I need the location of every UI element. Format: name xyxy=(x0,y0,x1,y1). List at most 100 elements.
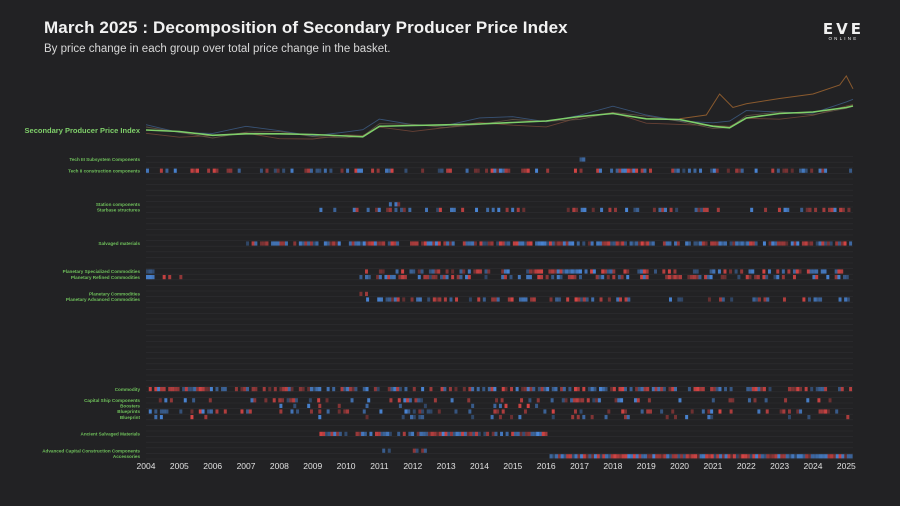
heatmap-cell xyxy=(824,454,828,459)
heatmap-cell xyxy=(394,202,398,207)
heatmap-cell xyxy=(501,241,505,246)
heatmap-cell xyxy=(511,431,515,436)
heatmap-cell xyxy=(590,269,594,274)
heatmap-cell xyxy=(833,207,837,212)
heatmap-cell xyxy=(720,275,724,280)
heatmap-cell xyxy=(834,275,838,280)
heatmap-cell xyxy=(649,168,652,173)
heatmap-cell xyxy=(412,448,416,453)
heatmap-cell xyxy=(782,241,786,246)
heatmap-cell xyxy=(190,387,194,392)
heatmap-cell xyxy=(657,387,661,392)
heatmap-cell xyxy=(198,387,202,392)
heatmap-cell xyxy=(581,398,585,403)
heatmap-cell xyxy=(774,241,778,246)
heatmap-cell xyxy=(582,454,586,459)
heatmap-cell xyxy=(624,454,628,459)
heatmap-cell xyxy=(731,398,735,403)
heatmap-cell xyxy=(286,398,290,403)
heatmap-cell xyxy=(536,431,540,436)
heatmap-cell xyxy=(667,269,671,274)
heatmap-cell xyxy=(668,387,672,392)
heatmap-cell xyxy=(435,297,439,302)
heatmap-cell xyxy=(588,454,592,459)
heatmap-cell xyxy=(694,454,698,459)
heatmap-cell xyxy=(386,431,390,436)
heatmap-cell xyxy=(762,387,766,392)
heatmap-cell xyxy=(251,387,255,392)
heatmap-cell xyxy=(819,297,823,302)
heatmap-cell xyxy=(608,207,612,212)
heatmap-cell xyxy=(763,297,767,302)
heatmap-cell xyxy=(471,415,475,420)
heatmap-cell xyxy=(849,241,853,246)
heatmap-cell xyxy=(397,202,401,207)
heatmap-cell xyxy=(764,207,768,212)
x-tick-label: 2005 xyxy=(170,461,189,471)
index-series-label: Secondary Producer Price Index xyxy=(25,126,141,135)
heatmap-cell xyxy=(554,241,558,246)
heatmap-cell xyxy=(409,269,413,274)
heatmap-cell xyxy=(735,241,739,246)
heatmap-cell xyxy=(695,269,699,274)
heatmap-cell xyxy=(493,403,497,408)
heatmap-cell xyxy=(718,241,722,246)
heatmap-cell xyxy=(787,409,791,414)
heatmap-cell xyxy=(582,241,586,246)
heatmap-cell xyxy=(764,398,768,403)
heatmap-cell xyxy=(529,387,533,392)
heatmap-cell xyxy=(765,409,769,414)
heatmap-cell xyxy=(491,431,495,436)
heatmap-cell xyxy=(707,297,711,302)
heatmap-cell xyxy=(486,431,490,436)
heatmap-cell xyxy=(364,269,368,274)
heatmap-cell xyxy=(805,454,809,459)
heatmap-cell xyxy=(504,241,508,246)
heatmap-cell xyxy=(579,157,583,162)
heatmap-cell xyxy=(716,454,720,459)
heatmap-cell xyxy=(704,275,708,280)
heatmap-cell xyxy=(816,297,820,302)
heatmap-cell xyxy=(617,275,621,280)
heatmap-cell xyxy=(322,431,326,436)
heatmap-cell xyxy=(706,275,710,280)
heatmap-cell xyxy=(433,431,437,436)
x-tick-label: 2022 xyxy=(737,461,756,471)
heatmap-cell xyxy=(526,269,530,274)
heatmap-cell xyxy=(309,168,313,173)
heatmap-cell xyxy=(429,241,433,246)
heatmap-cell xyxy=(599,454,603,459)
heatmap-cell xyxy=(805,207,809,212)
heatmap-cell xyxy=(580,297,584,302)
heatmap-cell xyxy=(324,431,328,436)
heatmap-cell xyxy=(748,275,752,280)
heatmap-cell xyxy=(834,269,838,274)
heatmap-cell xyxy=(567,275,571,280)
heatmap-cell xyxy=(757,387,761,392)
heatmap-cell xyxy=(760,454,764,459)
heatmap-cell xyxy=(754,275,758,280)
heatmap-cell xyxy=(417,269,421,274)
heatmap-cell xyxy=(570,398,574,403)
heatmap-cell xyxy=(526,387,530,392)
heatmap-cell xyxy=(627,297,631,302)
heatmap-cell xyxy=(637,269,641,274)
heatmap-cell xyxy=(448,168,452,173)
heatmap-cell xyxy=(807,454,811,459)
heatmap-cell xyxy=(387,448,391,453)
heatmap-cell xyxy=(332,241,336,246)
heatmap-cell xyxy=(462,269,466,274)
heatmap-cell xyxy=(712,387,716,392)
heatmap-cell xyxy=(382,241,386,246)
heatmap-cell xyxy=(468,297,472,302)
heatmap-cell xyxy=(785,168,789,173)
heatmap-cell xyxy=(793,241,797,246)
heatmap-cell xyxy=(526,403,530,408)
heatmap-cell xyxy=(420,398,423,403)
heatmap-cell xyxy=(632,241,636,246)
heatmap-cell xyxy=(517,275,521,280)
heatmap-cell xyxy=(250,398,254,403)
heatmap-cell xyxy=(788,454,792,459)
heatmap-cell xyxy=(572,207,576,212)
heatmap-cell xyxy=(782,297,786,302)
